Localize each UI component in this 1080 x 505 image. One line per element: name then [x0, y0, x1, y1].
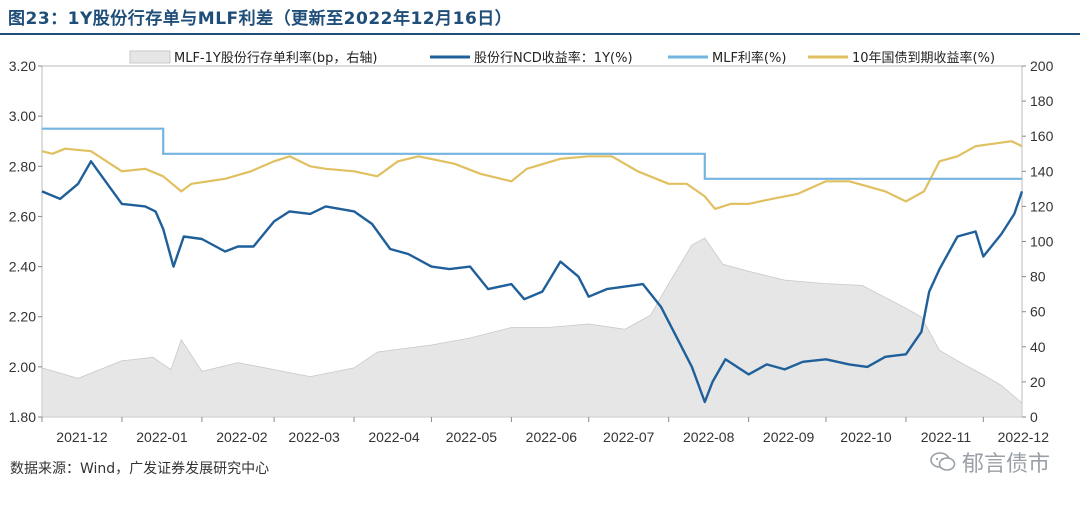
y-right-tick-label: 0	[1030, 409, 1038, 425]
axes-layer: 3.203.002.802.602.402.202.001.8020018016…	[9, 58, 1054, 445]
series-cgb-line	[41, 140, 1023, 210]
x-tick-label: 2022-09	[763, 429, 815, 445]
x-tick-label: 2022-06	[526, 429, 578, 445]
x-tick-label: 2022-05	[446, 429, 498, 445]
x-tick-label: 2022-11	[921, 429, 972, 445]
y-left-tick-label: 3.00	[9, 108, 36, 124]
y-left-tick-label: 2.40	[9, 259, 36, 275]
y-right-tick-label: 20	[1030, 374, 1046, 390]
y-right-tick-label: 100	[1030, 234, 1054, 250]
y-right-tick-label: 140	[1030, 163, 1054, 179]
series-ncd-line	[41, 160, 1024, 404]
figure-title: 图23：1Y股份行存单与MLF利差（更新至2022年12月16日）	[8, 9, 513, 29]
series-spread-area	[41, 237, 1023, 418]
x-tick-label: 2022-10	[840, 429, 892, 445]
y-left-tick-label: 2.80	[9, 158, 36, 174]
x-tick-label: 2022-04	[368, 429, 420, 445]
x-tick-label: 2022-08	[683, 429, 735, 445]
y-right-tick-label: 160	[1030, 128, 1054, 144]
legend-label: 10年国债到期收益率(%)	[852, 50, 995, 66]
legend: MLF-1Y股份行存单利率(bp，右轴) 股份行NCD收益率：1Y(%) MLF利率…	[129, 50, 995, 66]
legend-item-mlf: MLF利率(%)	[668, 50, 786, 66]
y-right-tick-label: 120	[1030, 198, 1054, 214]
wechat-icon	[930, 452, 956, 471]
y-right-tick-label: 40	[1030, 339, 1046, 355]
y-left-tick-label: 2.00	[9, 359, 36, 375]
y-left-tick-label: 2.60	[9, 208, 36, 224]
y-left-tick-label: 1.80	[9, 409, 36, 425]
lines-layer	[41, 127, 1024, 404]
series-mlf-line	[42, 127, 1022, 180]
spread-area-layer	[41, 237, 1023, 418]
legend-item-spread: MLF-1Y股份行存单利率(bp，右轴)	[129, 50, 378, 66]
legend-item-cgb: 10年国债到期收益率(%)	[808, 50, 995, 66]
title-rule	[0, 33, 1080, 35]
x-tick-label: 2021-12	[56, 429, 108, 445]
y-right-tick-label: 200	[1030, 58, 1054, 74]
legend-label: MLF利率(%)	[712, 50, 786, 66]
watermark: 郁言债市	[930, 446, 1050, 478]
legend-label: MLF-1Y股份行存单利率(bp，右轴)	[174, 50, 378, 66]
watermark-text: 郁言债市	[961, 452, 1050, 477]
x-tick-label: 2022-07	[603, 429, 655, 445]
legend-label: 股份行NCD收益率：1Y(%)	[474, 50, 633, 66]
y-left-tick-label: 3.20	[9, 58, 36, 74]
x-tick-label: 2022-01	[136, 429, 188, 445]
x-tick-label: 2022-02	[216, 429, 268, 445]
legend-item-ncd: 股份行NCD收益率：1Y(%)	[430, 50, 633, 66]
source-note: 数据来源：Wind，广发证券发展研究中心	[10, 461, 270, 477]
y-left-tick-label: 2.20	[9, 309, 36, 325]
x-tick-label: 2022-12	[998, 429, 1050, 445]
legend-swatch	[129, 50, 171, 64]
y-right-tick-label: 180	[1030, 93, 1054, 109]
x-tick-label: 2022-03	[288, 429, 340, 445]
y-right-tick-label: 80	[1030, 269, 1046, 285]
y-right-tick-label: 60	[1030, 304, 1046, 320]
